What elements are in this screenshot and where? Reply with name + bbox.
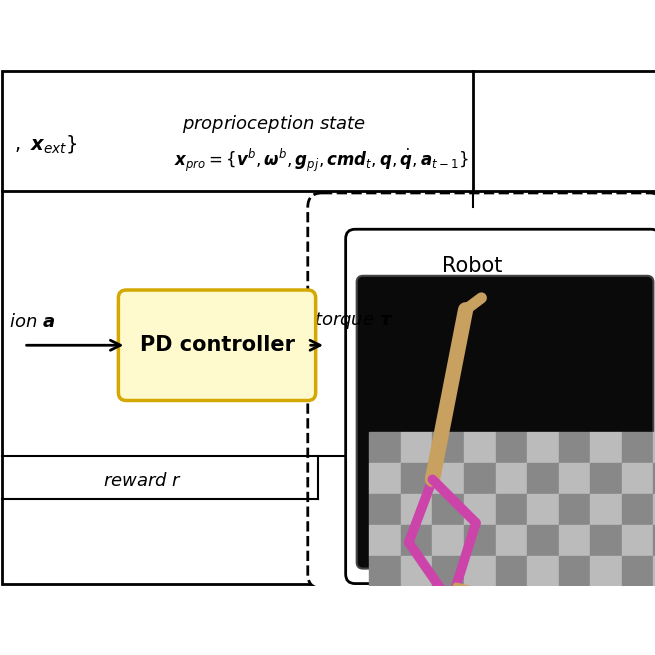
Bar xyxy=(401,432,432,463)
Bar xyxy=(527,556,559,587)
Bar xyxy=(527,494,559,525)
Text: Robot: Robot xyxy=(442,256,502,276)
Bar xyxy=(496,432,527,463)
Bar xyxy=(559,432,590,463)
Bar xyxy=(654,463,655,494)
Bar xyxy=(622,463,654,494)
Bar xyxy=(464,525,496,556)
Bar xyxy=(559,525,590,556)
Bar xyxy=(654,525,655,556)
Bar xyxy=(622,432,654,463)
FancyBboxPatch shape xyxy=(357,276,654,569)
Text: PD controller: PD controller xyxy=(140,335,295,355)
Bar xyxy=(401,556,432,587)
Bar xyxy=(369,556,401,587)
Bar xyxy=(559,463,590,494)
Bar xyxy=(369,494,401,525)
Bar xyxy=(496,525,527,556)
Bar xyxy=(654,494,655,525)
Text: $\boldsymbol{,\ x}_{ext}\}$: $\boldsymbol{,\ x}_{ext}\}$ xyxy=(14,133,78,155)
FancyBboxPatch shape xyxy=(119,290,316,400)
Bar xyxy=(432,463,464,494)
Bar xyxy=(432,432,464,463)
Bar xyxy=(496,463,527,494)
Text: $\it{reward}$$\  r$: $\it{reward}$$\ r$ xyxy=(103,472,182,490)
Text: $\it{proprioception\ state}$: $\it{proprioception\ state}$ xyxy=(181,113,365,136)
Bar xyxy=(590,432,622,463)
FancyBboxPatch shape xyxy=(346,229,655,584)
Bar xyxy=(559,494,590,525)
Bar xyxy=(590,463,622,494)
Bar xyxy=(432,494,464,525)
Bar xyxy=(590,556,622,587)
Bar xyxy=(369,525,401,556)
Bar xyxy=(590,525,622,556)
Bar xyxy=(590,494,622,525)
Bar xyxy=(527,463,559,494)
Bar xyxy=(401,494,432,525)
Bar xyxy=(464,494,496,525)
Bar xyxy=(369,432,401,463)
Bar xyxy=(622,556,654,587)
Bar xyxy=(496,556,527,587)
Bar xyxy=(432,525,464,556)
Text: $\boldsymbol{x}_{pro}=\{\boldsymbol{v}^b,\boldsymbol{\omega}^b,\boldsymbol{g}_{p: $\boldsymbol{x}_{pro}=\{\boldsymbol{v}^b… xyxy=(174,146,468,174)
Bar xyxy=(496,494,527,525)
Bar xyxy=(622,525,654,556)
Bar xyxy=(464,463,496,494)
Text: $\it{torque}\ \boldsymbol{\tau}$: $\it{torque}\ \boldsymbol{\tau}$ xyxy=(314,310,393,331)
Bar xyxy=(654,432,655,463)
Bar xyxy=(464,556,496,587)
Text: $\it{ion}\ \boldsymbol{a}$: $\it{ion}\ \boldsymbol{a}$ xyxy=(9,313,56,331)
FancyBboxPatch shape xyxy=(308,193,655,588)
Bar xyxy=(401,525,432,556)
Bar xyxy=(559,556,590,587)
Bar xyxy=(654,556,655,587)
Bar xyxy=(464,432,496,463)
Bar xyxy=(527,525,559,556)
Bar xyxy=(401,463,432,494)
Bar xyxy=(369,463,401,494)
Bar xyxy=(622,494,654,525)
Bar xyxy=(432,556,464,587)
Bar xyxy=(527,432,559,463)
